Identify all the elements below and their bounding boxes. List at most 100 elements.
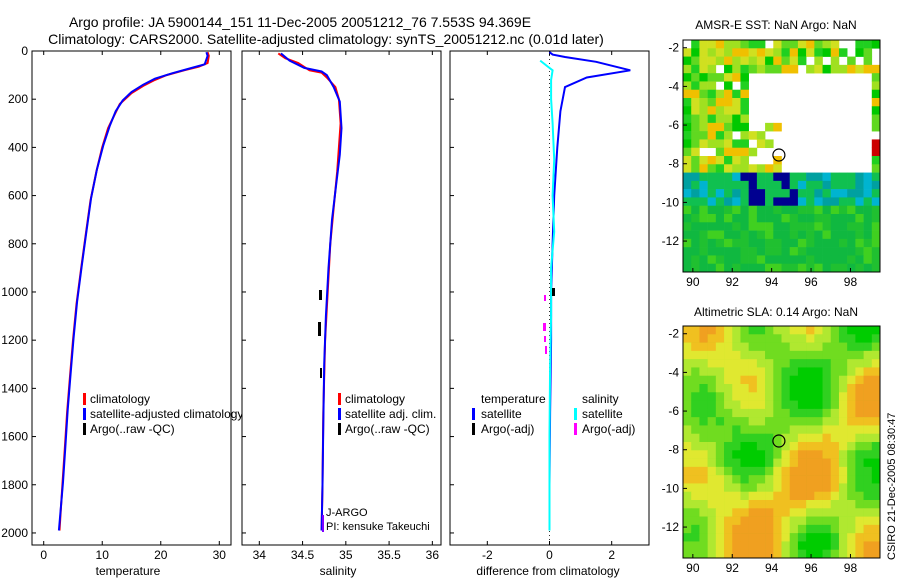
map-cell <box>715 375 725 385</box>
map-cell <box>691 450 700 459</box>
map-cell <box>740 375 749 385</box>
map-cell <box>715 342 725 352</box>
map-cell <box>748 189 758 198</box>
map-cell <box>863 384 873 393</box>
map-cell <box>830 384 840 393</box>
map-cell <box>740 147 749 157</box>
map-cell <box>781 263 791 273</box>
map-cell <box>707 417 717 426</box>
map-cell <box>822 263 832 273</box>
map-cell <box>740 442 749 451</box>
map-cell <box>691 475 700 484</box>
map-cell <box>814 205 823 215</box>
map-cell <box>683 122 692 132</box>
map-cell <box>699 524 708 534</box>
map-cell <box>789 549 799 559</box>
map-cell <box>765 238 774 248</box>
map-cell <box>715 180 725 190</box>
map-cell <box>691 334 700 343</box>
map-cell <box>789 541 799 551</box>
map-cell <box>806 433 815 443</box>
map-cell <box>830 230 840 240</box>
map-cell <box>797 400 807 410</box>
map-cell <box>748 214 758 223</box>
map-cell <box>765 442 774 451</box>
map-cell <box>871 326 881 335</box>
map-cell <box>732 408 741 418</box>
map-cell <box>822 384 832 393</box>
map-cell <box>863 189 873 198</box>
map-cell <box>699 189 708 198</box>
map-cell <box>822 222 832 231</box>
map-cell <box>707 458 717 468</box>
map-cell <box>814 64 823 74</box>
map-cell <box>691 367 700 377</box>
map-cell <box>830 533 840 542</box>
map-cell <box>724 214 733 223</box>
map-cell <box>691 400 700 410</box>
map-cell <box>715 491 725 501</box>
map-cell <box>724 483 733 493</box>
map-cell <box>781 367 791 377</box>
map-cell <box>715 189 725 198</box>
map-cell <box>773 425 782 435</box>
map-cell <box>691 180 700 190</box>
map-cell <box>724 230 733 240</box>
map-cell <box>740 122 749 132</box>
map-cell <box>724 450 733 459</box>
map-cell <box>707 326 717 335</box>
map-cell <box>707 114 717 124</box>
salinity-xlabel: salinity <box>320 564 357 578</box>
map-cell <box>765 263 774 273</box>
map-cell <box>830 425 840 435</box>
map-cell <box>789 508 799 517</box>
map-cell <box>863 367 873 377</box>
map-cell <box>838 549 848 559</box>
map-cell <box>691 48 700 57</box>
map-cell <box>765 491 774 501</box>
map-cell <box>847 255 856 265</box>
map-cell <box>863 533 873 542</box>
map-cell <box>781 238 791 248</box>
map-cell <box>773 458 782 468</box>
y-tick-label: -4 <box>668 365 679 379</box>
map-cell <box>814 214 823 223</box>
map-cell <box>724 425 733 435</box>
map-cell <box>715 508 725 517</box>
map-cell <box>806 214 815 223</box>
map-cell <box>814 48 823 57</box>
map-cell <box>822 533 832 542</box>
map-cell <box>814 516 823 526</box>
map-cell <box>863 524 873 534</box>
map-cell <box>707 180 717 190</box>
map-cell <box>691 516 700 526</box>
map-cell <box>691 549 700 559</box>
map-cell <box>838 172 848 182</box>
map-cell <box>715 541 725 551</box>
x-tick-label: 96 <box>804 275 818 289</box>
map-cell <box>715 524 725 534</box>
map-cell <box>871 483 881 493</box>
map-cell <box>806 334 815 343</box>
map-cell <box>871 442 881 451</box>
map-cell <box>789 392 799 401</box>
map-cell <box>724 139 733 149</box>
map-cell <box>773 56 782 66</box>
map-cell <box>814 433 823 443</box>
map-cell <box>855 214 864 223</box>
map-cell <box>765 222 774 231</box>
map-cell <box>830 408 840 418</box>
map-cell <box>847 400 856 410</box>
map-cell <box>855 222 864 231</box>
map-cell <box>707 450 717 459</box>
map-cell <box>756 425 766 435</box>
map-cell <box>748 255 758 265</box>
map-cell <box>748 238 758 248</box>
map-cell <box>797 255 807 265</box>
map-cell <box>773 483 782 493</box>
map-cell <box>797 475 807 484</box>
temperature-legend: climatology satellite-adjusted climatolo… <box>83 392 243 436</box>
map-cell <box>732 417 741 426</box>
map-cell <box>715 197 725 207</box>
map-cell <box>830 417 840 426</box>
